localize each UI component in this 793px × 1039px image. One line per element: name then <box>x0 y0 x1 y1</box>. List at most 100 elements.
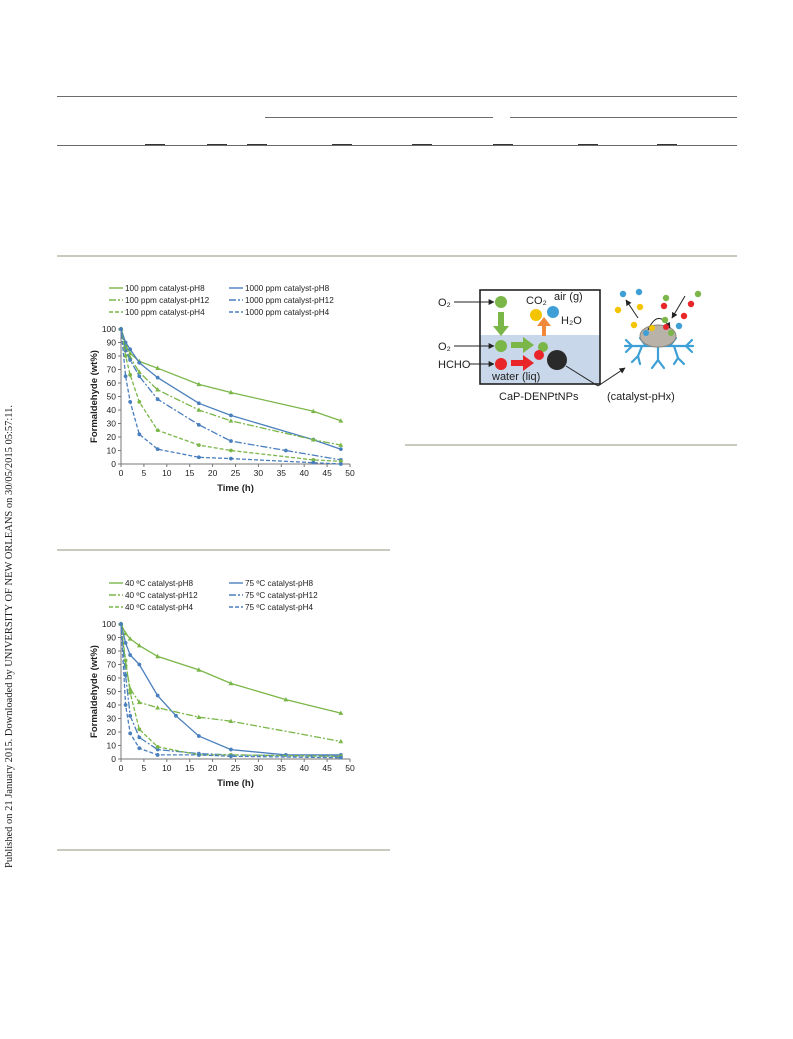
data-point <box>229 456 233 461</box>
y-tick-label: 70 <box>107 365 117 375</box>
y-tick-label: 0 <box>111 459 116 469</box>
data-point <box>137 735 142 740</box>
co2-molecule <box>530 309 542 321</box>
x-axis-label: Time (h) <box>217 778 254 789</box>
floating-molecule <box>619 290 627 298</box>
data-point <box>128 713 133 718</box>
table-header-tick <box>145 144 165 145</box>
adsorbed-o2-molecule <box>538 342 548 352</box>
x-tick-label: 0 <box>119 468 124 478</box>
y-tick-label: 10 <box>107 741 117 751</box>
data-point <box>123 630 128 636</box>
data-point <box>155 693 160 698</box>
surface-molecule <box>668 330 674 336</box>
data-point <box>283 448 288 453</box>
x-tick-label: 35 <box>277 468 287 478</box>
x-tick-label: 15 <box>185 468 195 478</box>
table-header-rule <box>57 145 737 146</box>
series-line <box>120 623 341 759</box>
data-point <box>196 407 202 412</box>
co2-label: CO₂ <box>526 295 547 307</box>
y-tick-label: 20 <box>107 432 117 442</box>
data-point <box>338 447 343 452</box>
formaldehyde-vs-time-chart-concentration: 100 ppm catalyst-pH8 1000 ppm catalyst-pH… <box>89 284 355 494</box>
figure-bottom-rule-left <box>57 849 390 851</box>
series-line <box>120 328 341 446</box>
table-header-tick <box>657 144 677 145</box>
data-point <box>155 653 161 659</box>
y-tick-label: 90 <box>107 338 117 348</box>
floating-molecule <box>694 290 702 298</box>
floating-molecule <box>680 312 688 320</box>
data-point <box>137 400 142 404</box>
table-header-tick <box>247 144 267 145</box>
legend-label: 100 ppm catalyst-pH4 <box>125 308 205 317</box>
formaldehyde-vs-time-chart-temperature: 40 ºC catalyst-pH8 75 ºC catalyst-pH8 40 º… <box>89 579 355 789</box>
data-point <box>137 432 142 437</box>
table-header-tick <box>578 144 598 145</box>
data-point <box>136 643 142 648</box>
data-point <box>123 374 128 379</box>
adsorbed-hcho-molecule <box>534 350 544 360</box>
data-point <box>228 680 234 686</box>
legend-label: 75 ºC catalyst-pH8 <box>245 579 314 588</box>
x-tick-label: 10 <box>162 763 172 773</box>
catalyst-label: CaP-DENPtNPs <box>499 391 579 403</box>
x-tick-label: 45 <box>322 763 332 773</box>
series-line <box>120 328 341 465</box>
y-tick-label: 30 <box>107 714 117 724</box>
x-tick-label: 35 <box>277 763 287 773</box>
floating-molecule <box>636 303 644 311</box>
data-point <box>123 703 128 707</box>
data-point <box>155 365 161 370</box>
table-header-tick <box>207 144 227 145</box>
legend-label: 100 ppm catalyst-pH8 <box>125 284 205 293</box>
y-tick-label: 60 <box>107 673 117 683</box>
data-point <box>338 459 343 464</box>
floating-molecule <box>630 321 638 329</box>
data-point <box>196 401 201 406</box>
h2o-molecule <box>547 306 559 318</box>
data-point <box>310 408 316 414</box>
y-tick-label: 0 <box>111 754 116 764</box>
data-point <box>137 374 142 379</box>
table-group-rule-1 <box>265 117 493 118</box>
surface-molecule <box>643 330 649 336</box>
o2-liquid-molecule <box>495 340 507 352</box>
o2-gas-molecule <box>495 296 507 308</box>
data-point <box>128 347 133 352</box>
data-point <box>155 747 160 752</box>
data-point <box>338 755 343 760</box>
data-point <box>196 443 201 447</box>
data-point <box>123 673 128 678</box>
data-point <box>137 360 142 365</box>
x-tick-label: 25 <box>231 468 241 478</box>
y-tick-label: 90 <box>107 633 117 643</box>
data-point <box>137 662 142 667</box>
y-tick-label: 60 <box>107 378 117 388</box>
x-tick-label: 20 <box>208 763 218 773</box>
scheme-bottom-rule <box>405 444 737 446</box>
floating-molecule <box>687 300 695 308</box>
y-tick-label: 100 <box>102 619 116 629</box>
floating-molecule <box>614 306 622 314</box>
data-point <box>283 697 289 702</box>
data-point <box>155 753 160 757</box>
side-note-text: Published on 21 January 2015. Downloaded… <box>4 404 15 868</box>
x-tick-label: 5 <box>142 763 147 773</box>
table-header-tick <box>332 144 352 145</box>
data-point <box>310 437 316 442</box>
x-tick-label: 40 <box>299 763 309 773</box>
data-point <box>196 381 202 387</box>
data-point <box>128 653 133 657</box>
air-phase-label: air (g) <box>554 291 583 303</box>
data-point <box>119 327 123 331</box>
y-tick-label: 50 <box>107 687 117 697</box>
table-bottom-rule <box>57 255 737 257</box>
hcho-molecule <box>495 358 507 370</box>
data-point <box>229 754 233 759</box>
data-point <box>127 636 133 641</box>
data-point <box>338 462 343 466</box>
table-header-tick <box>412 144 432 145</box>
catalyst-ph-pointer <box>597 367 626 387</box>
